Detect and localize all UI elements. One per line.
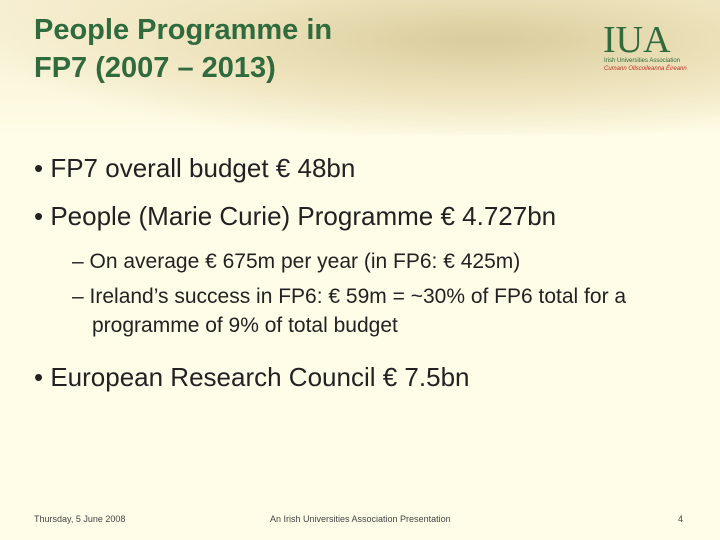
bullet: • FP7 overall budget € 48bn [34, 153, 356, 183]
footer-center: An Irish Universities Association Presen… [270, 514, 451, 524]
bullet-text: European Research Council € 7.5bn [50, 362, 470, 392]
logo: IUA [603, 19, 671, 61]
header-band [0, 0, 720, 135]
bullet-text: FP7 overall budget € 48bn [50, 153, 356, 183]
title: People Programme in [34, 14, 333, 46]
sub-bullet: – On average € 675m per year (in FP6: € … [72, 250, 521, 273]
title: FP7 (2007 – 2013) [34, 52, 276, 84]
sub-bullet: – Ireland’s success in FP6: € 59m = ~30%… [72, 285, 627, 337]
footer-date: Thursday, 5 June 2008 [34, 514, 126, 524]
footer-page: 4 [678, 514, 684, 524]
logo-sub: Irish Universities Association [604, 58, 681, 64]
sub-bullet-text: On average € 675m per year (in FP6: € 42… [89, 250, 521, 273]
bullet: • European Research Council € 7.5bn [34, 362, 470, 392]
bullet-text: People (Marie Curie) Programme € 4.727bn [50, 201, 557, 231]
bullet: • People (Marie Curie) Programme € 4.727… [34, 201, 557, 231]
logo-sub: Cumann Ollscoileanna Éireann [604, 66, 687, 72]
sub-bullet-text: Ireland’s success in FP6: € 59m = ~30% o… [89, 285, 627, 337]
